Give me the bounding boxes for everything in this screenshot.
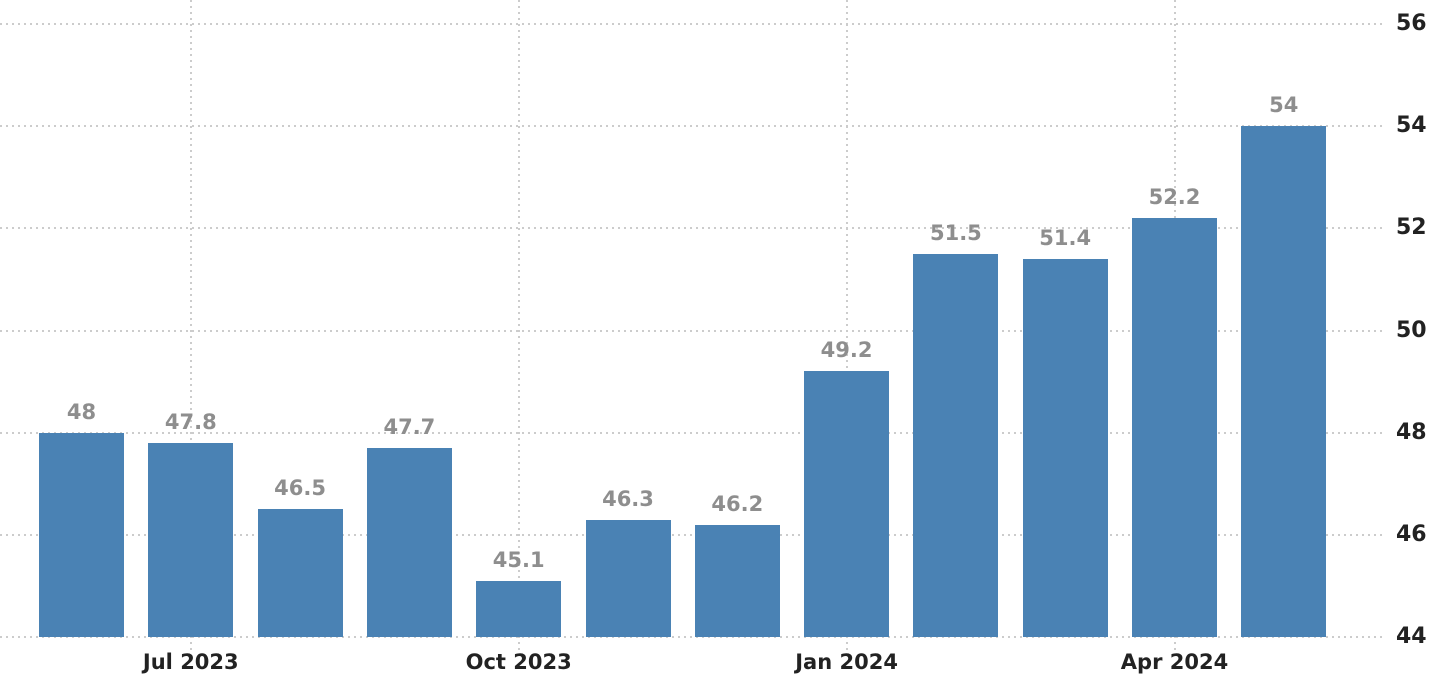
chart-bar[interactable] — [804, 371, 890, 637]
bar-value-label: 45.1 — [492, 547, 545, 572]
v-gridline — [845, 0, 848, 650]
chart-bar[interactable] — [913, 253, 999, 637]
bar-value-label: 46.5 — [274, 476, 326, 501]
bar-value-label: 48 — [66, 399, 97, 424]
bar-value-label: 54 — [1269, 93, 1299, 118]
chart-bar[interactable] — [1241, 126, 1327, 637]
bar-value-label: 49.2 — [820, 338, 873, 363]
bar-value-label: 47.8 — [164, 409, 217, 434]
h-gridline — [0, 23, 1386, 25]
chart-bar[interactable] — [148, 442, 234, 637]
y-axis-tick-label: 56 — [1396, 11, 1427, 36]
y-axis-tick-label: 46 — [1396, 521, 1427, 547]
h-gridline — [0, 125, 1386, 128]
chart-bar[interactable] — [585, 519, 671, 637]
y-axis-tick-label: 54 — [1396, 113, 1427, 139]
bar-value-label: 52.2 — [1148, 185, 1201, 210]
bar-value-label: 51.5 — [929, 220, 982, 245]
x-axis-tick-label: Oct 2023 — [465, 650, 572, 674]
bar-value-label: 46.3 — [602, 486, 654, 511]
x-axis-line — [0, 636, 1386, 638]
x-axis-tick-label: Apr 2024 — [1120, 650, 1229, 674]
y-axis-tick-label: 50 — [1396, 317, 1427, 343]
chart-bar[interactable] — [1132, 218, 1217, 637]
bar-value-label: 51.4 — [1039, 225, 1092, 250]
bar-value-label: 46.2 — [711, 491, 764, 516]
h-gridline — [0, 533, 1386, 536]
chart-bar[interactable] — [366, 447, 452, 637]
chart-bar[interactable] — [1022, 258, 1108, 637]
h-gridline — [0, 329, 1386, 332]
v-gridline — [189, 0, 192, 650]
chart-bar[interactable] — [39, 432, 124, 637]
y-axis-tick-label: 48 — [1396, 419, 1427, 445]
chart-bar[interactable] — [694, 524, 780, 637]
y-axis-tick-label: 52 — [1396, 215, 1427, 241]
bar-value-label: 47.7 — [383, 414, 436, 439]
h-gridline — [0, 227, 1386, 230]
x-axis-tick-label: Jul 2023 — [142, 650, 239, 674]
x-axis-tick-label: Jan 2024 — [795, 650, 898, 674]
chart-bar[interactable] — [257, 509, 343, 637]
h-gridline — [0, 431, 1386, 434]
chart-bar[interactable] — [476, 580, 562, 637]
y-axis-tick-label: 44 — [1396, 624, 1427, 649]
v-gridline — [517, 0, 520, 650]
